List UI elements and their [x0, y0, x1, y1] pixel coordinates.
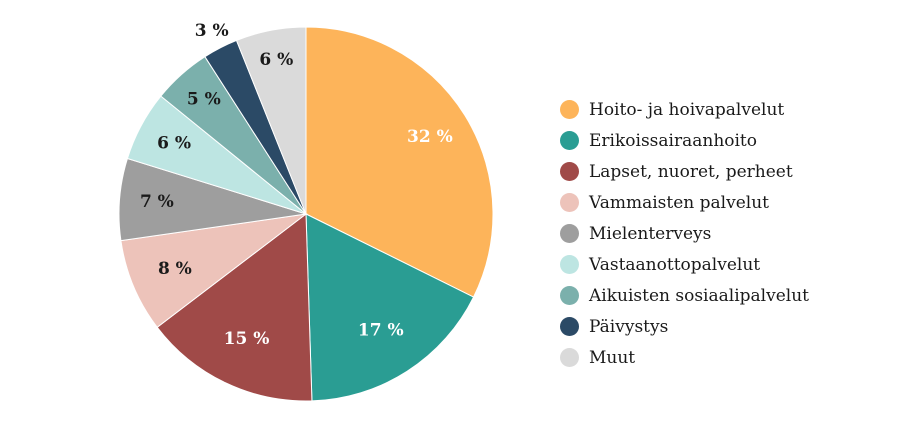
legend-swatch-icon — [560, 255, 579, 274]
pie-slice-labels: 32 % 17 % 15 % 8 % 7 % 6 % 5 % 3 % 6 % — [140, 21, 453, 349]
legend-label: Lapset, nuoret, perheet — [589, 161, 793, 182]
legend-swatch-icon — [560, 193, 579, 212]
pie-slice-9 — [235, 26, 307, 215]
slice-value-label: 3 % — [195, 21, 229, 41]
pie-slice-2 — [305, 213, 475, 402]
legend-item: Lapset, nuoret, perheet — [560, 156, 809, 187]
legend-item: Mielenterveys — [560, 218, 809, 249]
legend-label: Mielenterveys — [589, 223, 712, 244]
slice-value-label: 8 % — [158, 259, 192, 279]
slice-value-label: 32 % — [407, 127, 453, 147]
legend-swatch-icon — [560, 100, 579, 119]
legend: Hoito- ja hoivapalvelut Erikoissairaanhoi… — [560, 94, 809, 373]
legend-item: Vastaanottopalvelut — [560, 249, 809, 280]
slice-value-label: 15 % — [224, 329, 270, 349]
legend-swatch-icon — [560, 317, 579, 336]
legend-item: Päivystys — [560, 311, 809, 342]
legend-label: Vammaisten palvelut — [589, 192, 769, 213]
slice-value-label: 5 % — [187, 90, 221, 110]
legend-swatch-icon — [560, 131, 579, 150]
legend-label: Hoito- ja hoivapalvelut — [589, 99, 785, 120]
legend-swatch-icon — [560, 162, 579, 181]
slice-value-label: 6 % — [259, 50, 293, 70]
legend-label: Muut — [589, 347, 636, 368]
legend-label: Aikuisten sosiaalipalvelut — [589, 285, 809, 306]
legend-swatch-icon — [560, 348, 579, 367]
legend-item: Aikuisten sosiaalipalvelut — [560, 280, 809, 311]
pie-slice-1 — [305, 26, 494, 298]
slice-value-label: 6 % — [157, 133, 191, 153]
pie-slice-3 — [156, 213, 313, 402]
legend-swatch-icon — [560, 224, 579, 243]
legend-label: Vastaanottopalvelut — [589, 254, 761, 275]
legend-label: Erikoissairaanhoito — [589, 130, 757, 151]
legend-item: Hoito- ja hoivapalvelut — [560, 94, 809, 125]
legend-swatch-icon — [560, 286, 579, 305]
pie-slices — [118, 26, 494, 402]
slice-value-label: 17 % — [358, 320, 404, 340]
legend-label: Päivystys — [589, 316, 669, 337]
legend-item: Vammaisten palvelut — [560, 187, 809, 218]
legend-item: Muut — [560, 342, 809, 373]
legend-item: Erikoissairaanhoito — [560, 125, 809, 156]
slice-value-label: 7 % — [140, 192, 174, 212]
pie-slice-4 — [120, 213, 308, 328]
